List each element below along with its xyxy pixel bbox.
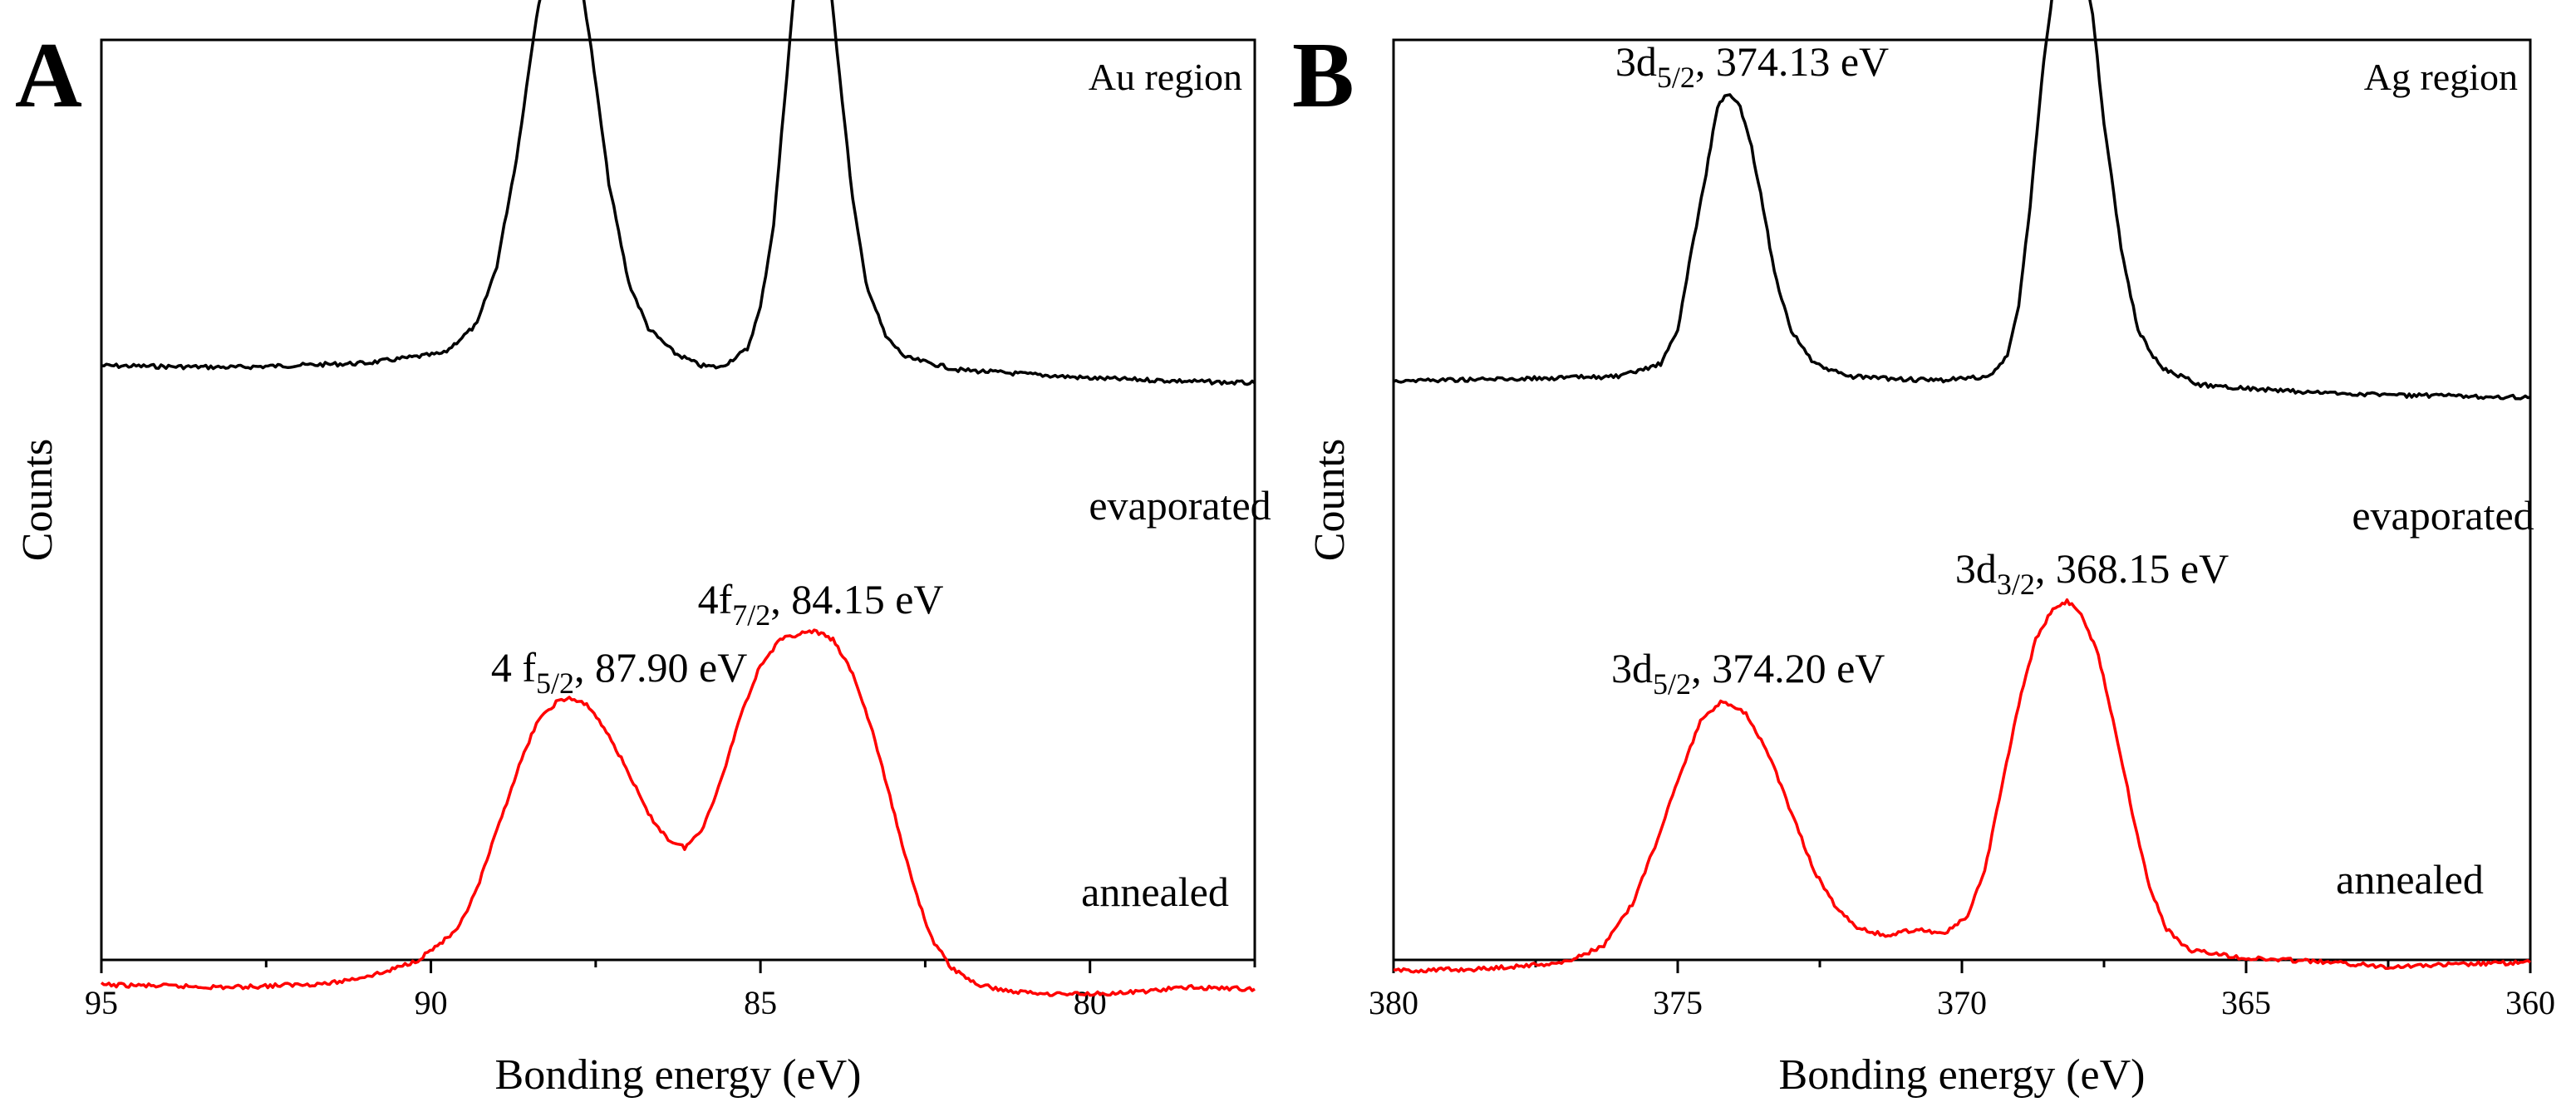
plot-frame-a (100, 38, 1256, 962)
peak-label-b-annealed-0: 3d5/2, 374.20 eV (1611, 645, 1885, 701)
x-axis-title-b: Bonding energy (eV) (1779, 1051, 2146, 1099)
y-axis-title-b: Counts (1306, 439, 1354, 561)
x-tick-label-b-0: 380 (1369, 984, 1418, 1021)
chart-panel-a: A Au region 95 90 85 80 Bonding energy (eV) Cou… (14, 0, 1271, 1099)
region-label-a: Au region (1089, 56, 1242, 98)
x-axis-title-a: Bonding energy (eV) (495, 1051, 862, 1099)
x-tick-label-a-3: 80 (1074, 984, 1107, 1021)
series-label-a-annealed: annealed (1081, 868, 1229, 915)
y-axis-title-a: Counts (14, 439, 61, 561)
panel-letter-a: A (15, 24, 82, 127)
peak-label-b-evaporated-0: 3d5/2, 374.13 eV (1615, 38, 1889, 94)
region-label-b: Ag region (2364, 56, 2518, 98)
x-tick-label-b-1: 375 (1653, 984, 1703, 1021)
x-tick-label-b-4: 360 (2505, 984, 2555, 1021)
x-tick-label-a-0: 95 (85, 984, 118, 1021)
series-label-b-evaporated: evaporated (2352, 492, 2534, 539)
x-tick-label-a-2: 85 (744, 984, 777, 1021)
series-label-b-annealed: annealed (2336, 856, 2484, 903)
series-line-a-evaporated (101, 0, 1256, 386)
series-label-a-evaporated: evaporated (1089, 482, 1271, 529)
x-tick-label-b-2: 370 (1937, 984, 1987, 1021)
peak-label-a-annealed-1: 4f7/2, 84.15 eV (698, 576, 944, 632)
series-line-a-annealed (100, 628, 1256, 997)
chart-panel-b: B Ag region 380 375 370 365 360 Bonding energy … (1292, 0, 2555, 1099)
x-tick-label-a-1: 90 (415, 984, 448, 1021)
series-line-b-evaporated (1393, 0, 2531, 401)
peak-label-a-annealed-0: 4 f5/2, 87.90 eV (491, 644, 747, 700)
peak-label-b-annealed-1: 3d3/2, 368.15 eV (1955, 545, 2229, 601)
panel-letter-b: B (1292, 24, 1354, 127)
series-line-b-annealed (1393, 598, 2532, 974)
x-tick-label-b-3: 365 (2221, 984, 2271, 1021)
